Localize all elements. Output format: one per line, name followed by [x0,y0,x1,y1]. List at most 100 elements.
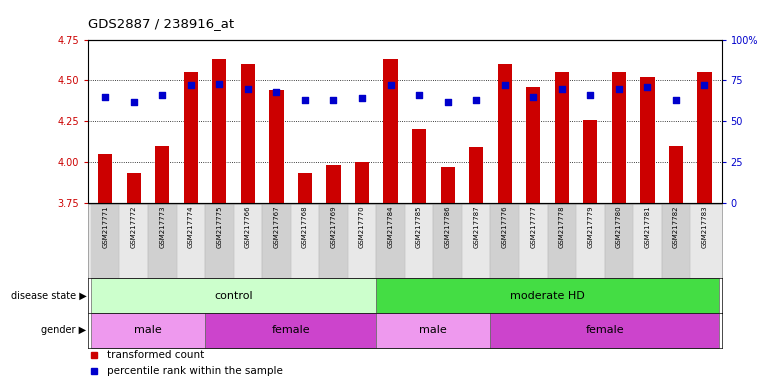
Bar [604,204,633,278]
Point [613,85,625,91]
Bar [612,72,626,203]
Bar [526,87,540,203]
Bar [404,204,434,278]
Bar [440,167,455,203]
Point [555,85,568,91]
Text: GSM217775: GSM217775 [216,206,222,248]
Bar [384,59,398,203]
Text: GSM217785: GSM217785 [416,206,422,248]
Bar [91,313,205,348]
Bar [91,278,376,313]
Point [242,85,254,91]
Point [299,97,311,103]
Bar [290,204,319,278]
Bar [469,147,483,203]
Bar [376,204,404,278]
Bar [697,72,712,203]
Text: GSM217769: GSM217769 [330,206,336,248]
Bar [348,204,376,278]
Bar [319,204,348,278]
Text: transformed count: transformed count [107,350,205,360]
Text: GSM217787: GSM217787 [473,206,480,248]
Point [385,82,397,88]
Bar [298,173,312,203]
Point [413,92,425,98]
Bar [270,90,283,203]
Text: GSM217770: GSM217770 [359,206,365,248]
Bar [376,278,719,313]
Bar [669,146,683,203]
Text: GSM217784: GSM217784 [388,206,394,248]
Text: percentile rank within the sample: percentile rank within the sample [107,366,283,376]
Point [499,82,511,88]
Text: male: male [420,325,447,335]
Text: GSM217774: GSM217774 [188,206,194,248]
Bar [434,204,462,278]
Point [356,95,368,101]
Text: moderate HD: moderate HD [510,291,585,301]
Text: GSM217772: GSM217772 [131,206,137,248]
Bar [91,204,119,278]
Bar [555,72,569,203]
Bar [184,72,198,203]
Text: GSM217780: GSM217780 [616,206,622,248]
Text: GSM217767: GSM217767 [273,206,280,248]
Bar [98,154,113,203]
Bar [355,162,369,203]
Point [470,97,483,103]
Bar [376,313,490,348]
Bar [690,204,719,278]
Point [128,98,140,104]
Text: GSM217771: GSM217771 [102,206,108,248]
Bar [633,204,662,278]
Bar [498,64,512,203]
Text: GSM217776: GSM217776 [502,206,508,248]
Point [527,94,539,100]
Bar [662,204,690,278]
Bar [583,119,597,203]
Text: GSM217779: GSM217779 [588,206,594,248]
Bar [241,64,255,203]
Bar [176,204,205,278]
Text: disease state ▶: disease state ▶ [11,291,87,301]
Bar [640,77,654,203]
Bar [205,204,234,278]
Bar [519,204,548,278]
Text: GSM217778: GSM217778 [558,206,565,248]
Bar [576,204,604,278]
Bar [212,59,227,203]
Text: GSM217783: GSM217783 [702,206,708,248]
Text: GSM217768: GSM217768 [302,206,308,248]
Point [270,89,283,95]
Bar [412,129,426,203]
Bar [490,313,719,348]
Text: GSM217766: GSM217766 [245,206,251,248]
Bar [126,173,141,203]
Point [699,82,711,88]
Text: female: female [585,325,624,335]
Text: male: male [134,325,162,335]
Text: gender ▶: gender ▶ [41,325,87,335]
Point [641,84,653,90]
Point [441,98,453,104]
Text: GSM217781: GSM217781 [644,206,650,248]
Bar [119,204,148,278]
Bar [148,204,176,278]
Bar [490,204,519,278]
Text: GSM217773: GSM217773 [159,206,165,248]
Text: female: female [271,325,310,335]
Text: control: control [214,291,253,301]
Text: GSM217782: GSM217782 [673,206,679,248]
Text: GDS2887 / 238916_at: GDS2887 / 238916_at [88,17,234,30]
Point [213,81,225,87]
Text: GSM217786: GSM217786 [444,206,450,248]
Bar [155,146,169,203]
Bar [548,204,576,278]
Text: GSM217777: GSM217777 [530,206,536,248]
Bar [462,204,490,278]
Point [99,94,111,100]
Point [185,82,197,88]
Point [584,92,597,98]
Point [669,97,682,103]
Point [156,92,169,98]
